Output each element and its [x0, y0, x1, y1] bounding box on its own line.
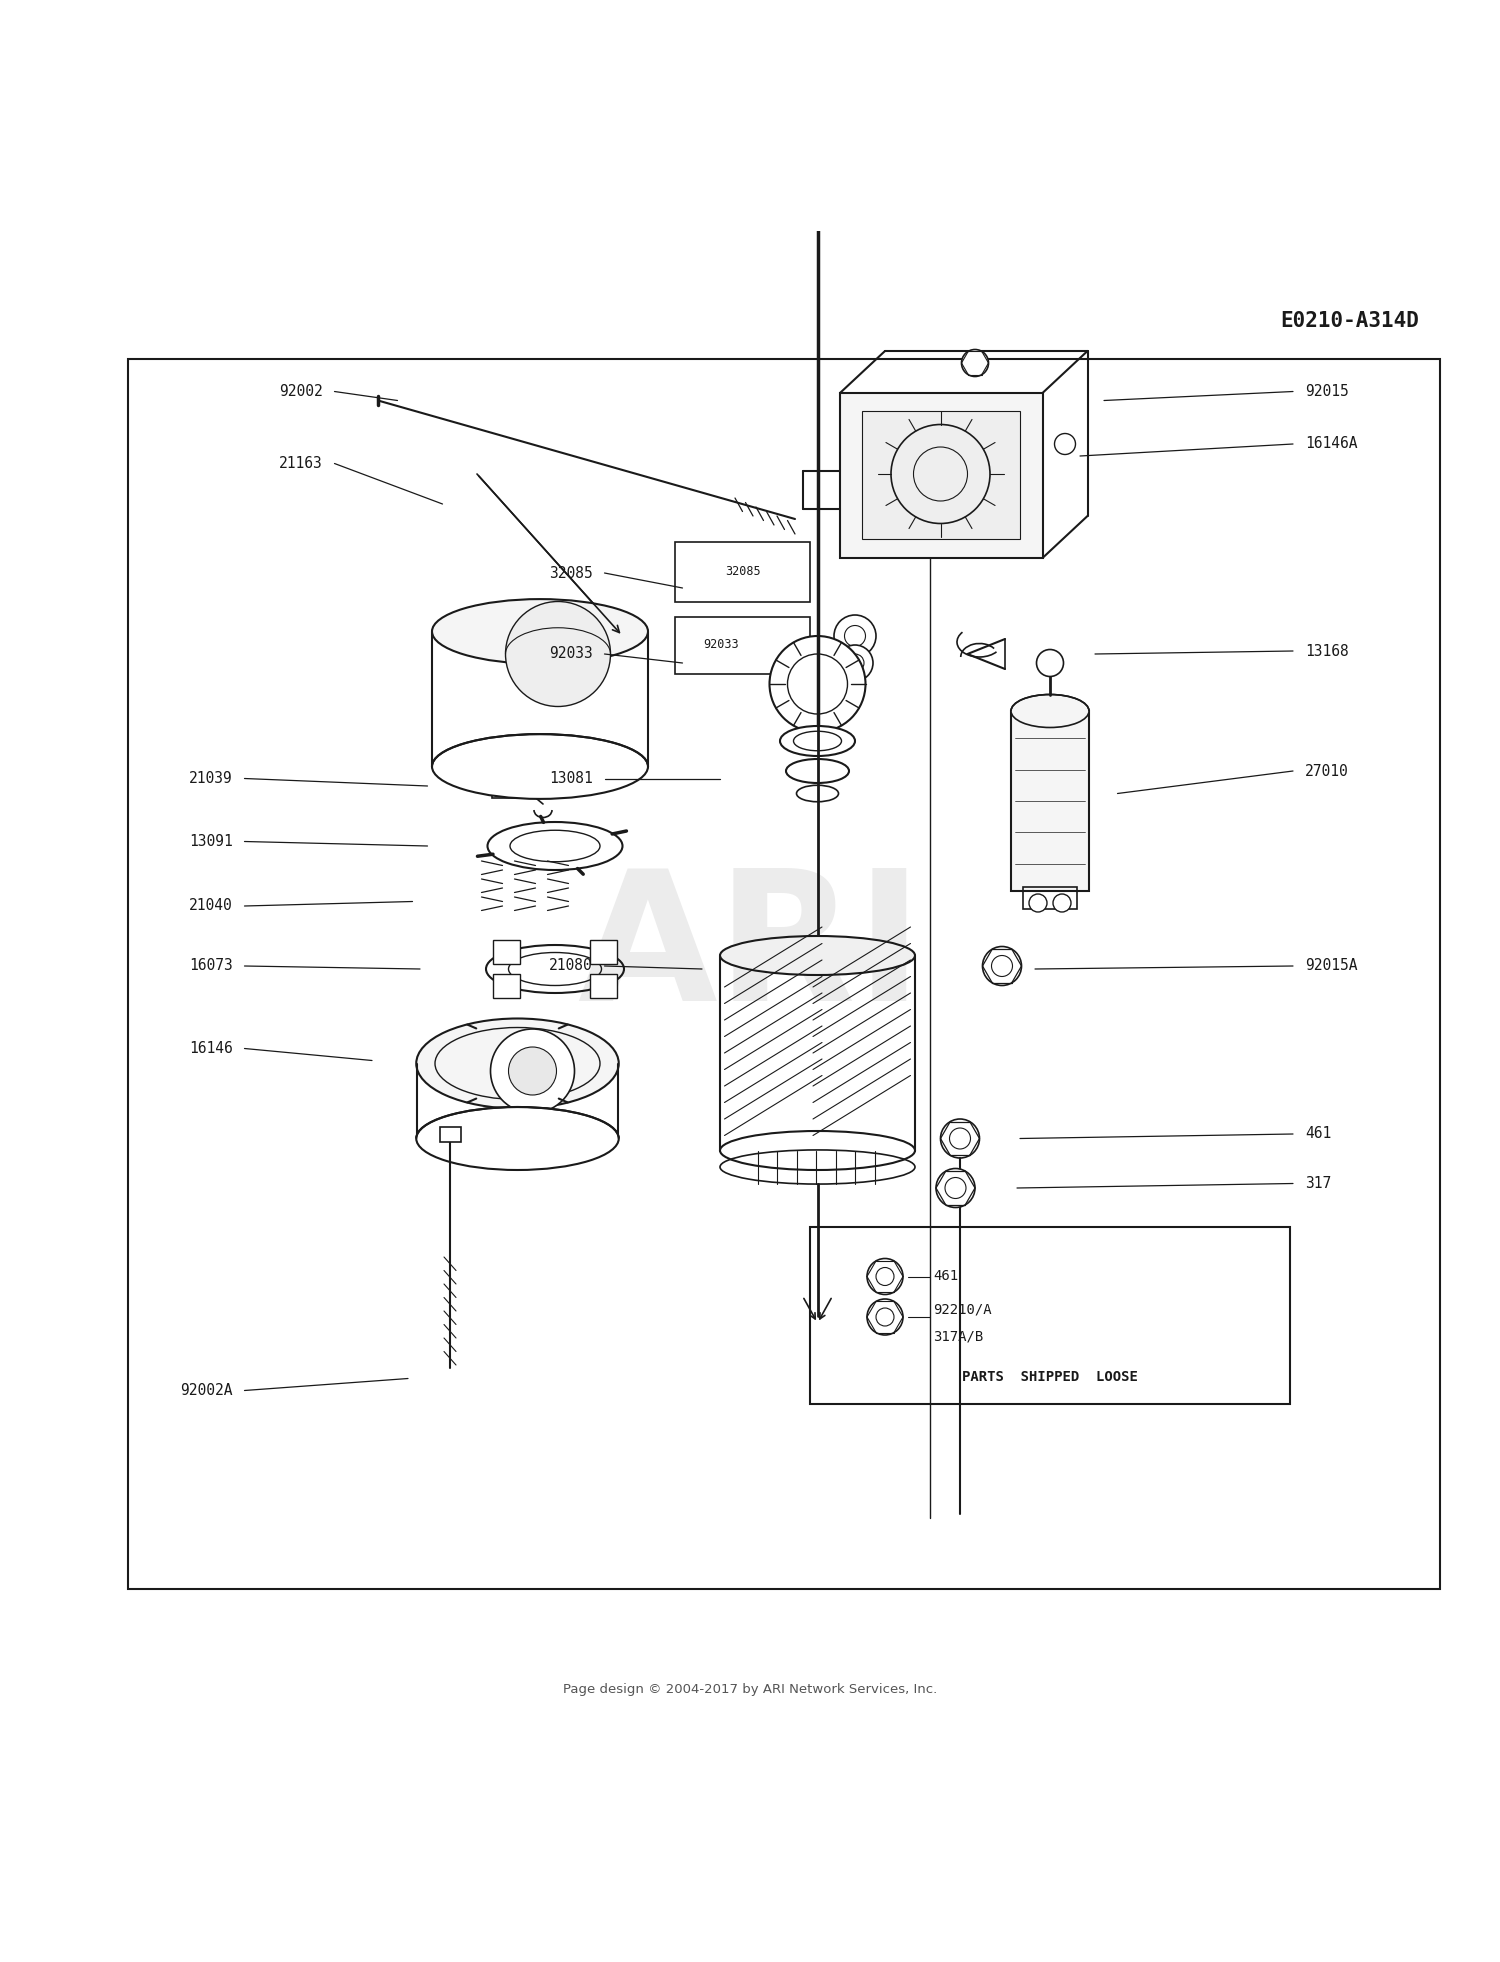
Bar: [492, 940, 519, 963]
Text: E0210-A314D: E0210-A314D: [1281, 312, 1419, 332]
Ellipse shape: [780, 726, 855, 755]
Circle shape: [506, 602, 610, 706]
Bar: [675, 542, 810, 602]
Bar: [840, 392, 1042, 557]
Text: 92033: 92033: [704, 638, 740, 651]
Circle shape: [1053, 895, 1071, 912]
Circle shape: [962, 349, 988, 377]
Text: 16146A: 16146A: [1305, 436, 1358, 451]
Text: 92015A: 92015A: [1305, 959, 1358, 973]
Text: 16146: 16146: [189, 1042, 232, 1056]
Text: 21080: 21080: [549, 959, 592, 973]
Circle shape: [509, 1048, 556, 1095]
Circle shape: [867, 1299, 903, 1334]
Ellipse shape: [796, 785, 838, 802]
Text: Page design © 2004-2017 by ARI Network Services, Inc.: Page design © 2004-2017 by ARI Network S…: [562, 1683, 938, 1695]
Text: PARTS  SHIPPED  LOOSE: PARTS SHIPPED LOOSE: [962, 1369, 1138, 1383]
Text: 16073: 16073: [189, 959, 232, 973]
Ellipse shape: [720, 1130, 915, 1169]
Circle shape: [490, 1028, 574, 1112]
Circle shape: [770, 636, 865, 732]
Bar: [492, 771, 525, 799]
Circle shape: [936, 1169, 975, 1207]
Text: 21039: 21039: [189, 771, 232, 787]
Text: 13168: 13168: [1305, 644, 1348, 659]
Text: 32085: 32085: [549, 565, 592, 581]
Bar: [591, 973, 618, 999]
Bar: [1023, 887, 1077, 908]
Bar: [810, 1226, 1290, 1405]
Text: 461: 461: [1305, 1126, 1332, 1142]
Text: 92015: 92015: [1305, 385, 1348, 398]
Ellipse shape: [432, 598, 648, 663]
Text: ARI: ARI: [578, 863, 922, 1040]
Bar: [675, 616, 810, 673]
Circle shape: [837, 645, 873, 681]
Text: 32085: 32085: [724, 565, 760, 579]
Text: 92002: 92002: [279, 385, 322, 398]
Text: 317: 317: [1305, 1175, 1332, 1191]
Ellipse shape: [416, 1107, 618, 1169]
Ellipse shape: [416, 1018, 618, 1109]
Bar: [128, 359, 1440, 1589]
Text: 13091: 13091: [189, 834, 232, 850]
Bar: [440, 1126, 460, 1142]
Text: 92033: 92033: [549, 647, 592, 661]
Ellipse shape: [786, 759, 849, 783]
Circle shape: [982, 946, 1022, 985]
Circle shape: [834, 614, 876, 657]
Text: 317A/B: 317A/B: [933, 1330, 984, 1344]
Text: 27010: 27010: [1305, 763, 1348, 779]
Text: 92002A: 92002A: [180, 1383, 232, 1399]
Ellipse shape: [720, 936, 915, 975]
Ellipse shape: [1011, 695, 1089, 728]
Text: 21040: 21040: [189, 899, 232, 914]
Text: 13081: 13081: [549, 771, 592, 787]
Ellipse shape: [432, 734, 648, 799]
Circle shape: [1036, 649, 1064, 677]
Bar: [1011, 710, 1089, 891]
Bar: [492, 973, 519, 999]
Text: 21163: 21163: [279, 455, 322, 471]
Circle shape: [1029, 895, 1047, 912]
Text: 461: 461: [933, 1269, 958, 1283]
Circle shape: [867, 1258, 903, 1295]
Bar: [591, 940, 618, 963]
Text: 92210/A: 92210/A: [933, 1303, 992, 1317]
Circle shape: [940, 1118, 980, 1158]
Bar: [862, 410, 1020, 538]
